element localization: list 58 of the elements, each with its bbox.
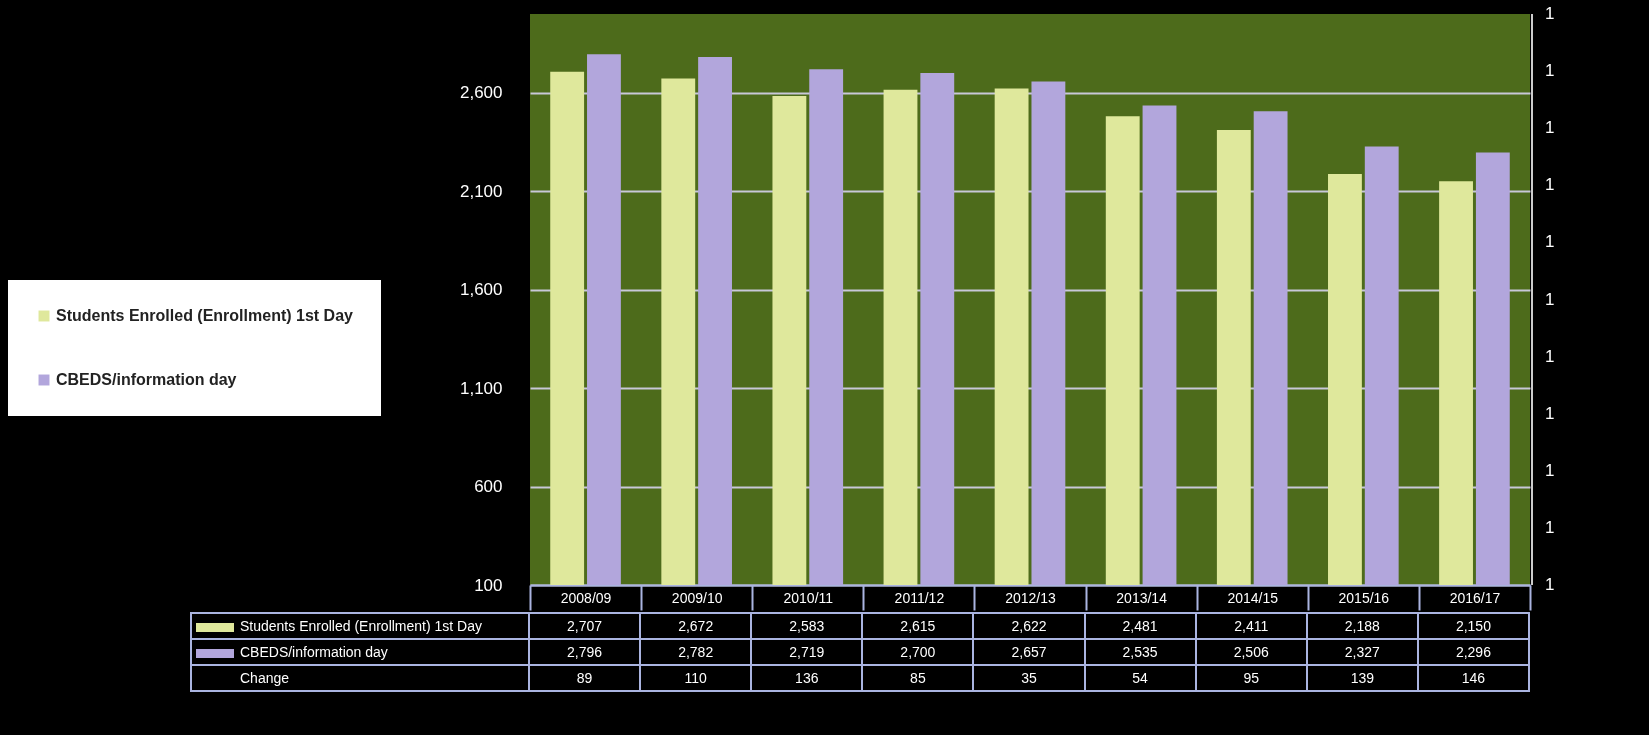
text: 1 [1545,289,1555,310]
data-label: 2,150 [1417,613,1529,639]
text: 1 [1545,118,1555,139]
x-tick-label: 2012/13 [1005,589,1057,606]
data-label: 2,615 [862,613,974,639]
text: Students Enrolled (Enrollment) 1st Day [56,307,353,324]
x-tick-label: 2015/16 [1338,589,1390,606]
y-tick-label: 1,100 [459,378,503,398]
x-tick-label: 2010/11 [783,589,834,606]
data-label: 2,707 [529,613,641,639]
y-tick-label: 1,600 [459,280,503,300]
text: 89 [576,670,593,686]
x-tick-label: 2016/17 [1449,589,1501,606]
text: 1 [1545,175,1555,196]
legend-label: CBEDS/information day [191,639,529,665]
x-tick-label: 2011/12 [894,589,945,606]
text: 110 [684,670,707,686]
data-label: 2,188 [1306,613,1418,639]
data-label: 2,700 [862,639,974,665]
text: 1 [1545,4,1555,24]
data-label: 2,719 [751,639,863,665]
y-tick-label: 100 [474,575,503,595]
y-tick-label: 2,600 [459,83,503,103]
x-tick-label: 2013/14 [1116,589,1168,606]
y-tick-label: 2,100 [459,181,503,201]
text: 1 [1545,346,1555,367]
text: 139 [1350,670,1374,686]
data-label: 2,481 [1084,613,1196,639]
data-label: 2,583 [751,613,863,639]
data-label: 2,782 [640,639,752,665]
text: 1 [1545,232,1555,253]
y-tick-label: 600 [474,477,503,497]
data-label: 2,796 [529,639,641,665]
text: Change [191,665,529,691]
data-label: 2,622 [973,613,1085,639]
text: 85 [910,670,926,686]
text: 136 [795,670,819,686]
x-tick-label: 2008/09 [560,589,612,606]
text: 1 [1545,403,1555,424]
text: 1 [1545,460,1555,481]
legend-label: Students Enrolled (Enrollment) 1st Day [191,613,529,639]
data-label: 2,672 [640,613,752,639]
text: CBEDS/information day [56,371,237,388]
data-label: 2,327 [1306,639,1418,665]
text: 95 [1243,670,1259,686]
text: 1 [1545,575,1555,595]
data-label: 2,411 [1195,613,1307,639]
x-tick-label: 2009/10 [671,589,723,606]
data-label: 2,296 [1417,639,1529,665]
text: 1 [1545,517,1555,538]
text: 35 [1021,670,1037,686]
text: 54 [1132,670,1148,686]
data-label: 2,535 [1084,639,1196,665]
x-tick-label: 2014/15 [1227,589,1279,606]
data-label: 2,657 [973,639,1085,665]
text: 1 [1545,61,1555,82]
data-label: 2,506 [1195,639,1307,665]
text: 146 [1461,670,1486,686]
